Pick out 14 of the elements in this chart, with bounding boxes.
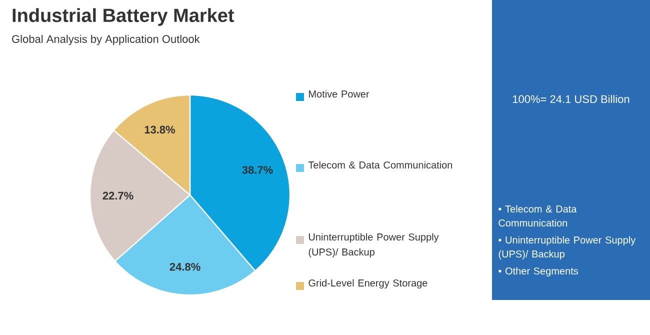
- data-label: 24.8%: [170, 262, 200, 271]
- legend-label: Motive Power: [309, 90, 370, 98]
- text: • Other Segments: [498, 267, 578, 277]
- data-label: 38.7%: [242, 166, 273, 174]
- legend-label: Telecom & Data Communication: [308, 161, 452, 169]
- legend-label: Grid-Level Energy Storage: [308, 279, 428, 289]
- legend-label: Uninterruptible Power Supply (UPS)/ Backup: [308, 233, 439, 258]
- chart-title: Industrial Battery Market: [12, 8, 234, 26]
- data-label: 13.8%: [144, 126, 176, 134]
- text: • Telecom & Data Communication: [498, 205, 577, 227]
- chart-subtitle: Global Analysis by Application Outlook: [12, 34, 200, 46]
- data-label: 22.7%: [102, 192, 134, 200]
- text: 100%= 24.1 USD Billion: [512, 94, 630, 104]
- text: • Uninterruptible Power Supply (UPS)/ Backup: [498, 236, 636, 260]
